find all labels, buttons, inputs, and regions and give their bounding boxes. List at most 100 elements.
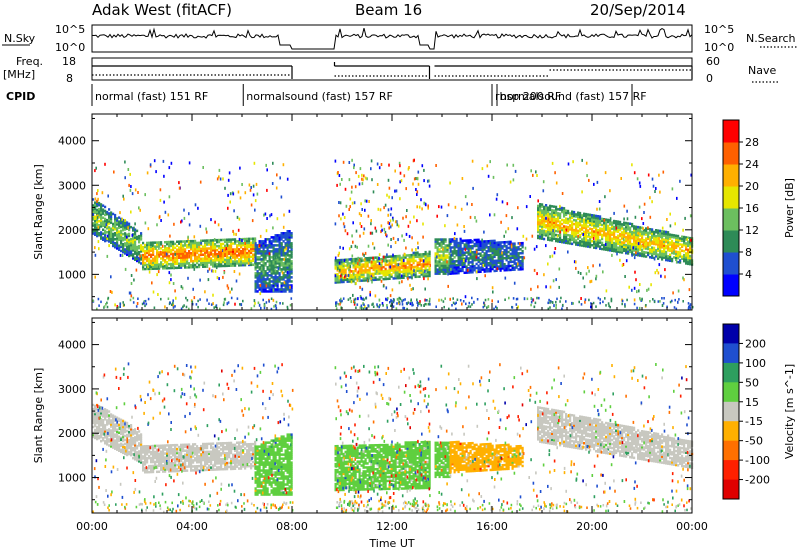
heatmap-cell	[371, 159, 373, 162]
heatmap-cell	[545, 230, 547, 233]
heatmap-cell	[485, 299, 487, 302]
heatmap-cell	[219, 169, 221, 172]
heatmap-cell	[283, 246, 285, 249]
heatmap-cell	[246, 252, 248, 255]
heatmap-cell	[176, 249, 178, 252]
heatmap-cell	[635, 216, 637, 219]
heatmap-cell	[351, 159, 353, 162]
heatmap-cell	[420, 259, 422, 262]
heatmap-cell	[164, 245, 166, 248]
heatmap-cell	[645, 304, 647, 307]
heatmap-cell	[407, 277, 409, 280]
heatmap-cell	[502, 245, 504, 248]
heatmap-cell	[555, 238, 557, 241]
heatmap-cell	[356, 276, 358, 279]
heatmap-cell	[605, 232, 607, 235]
heatmap-cell	[415, 188, 417, 191]
heatmap-cell	[347, 258, 349, 261]
heatmap-cell	[192, 288, 194, 291]
heatmap-cell	[471, 303, 473, 306]
heatmap-cell	[96, 209, 98, 212]
heatmap-cell	[277, 248, 279, 251]
heatmap-cell	[674, 299, 676, 302]
heatmap-cell	[337, 259, 339, 262]
heatmap-cell	[436, 255, 438, 258]
heatmap-cell	[508, 241, 510, 244]
heatmap-cell	[241, 183, 243, 186]
heatmap-cell	[552, 162, 554, 165]
heatmap-cell	[661, 297, 663, 300]
heatmap-cell	[133, 279, 135, 282]
heatmap-cell	[227, 194, 229, 197]
heatmap-cell	[181, 285, 183, 288]
heatmap-cell	[423, 169, 425, 172]
heatmap-cell	[242, 300, 244, 303]
heatmap-cell	[169, 281, 171, 284]
heatmap-cell	[591, 240, 593, 243]
heatmap-cell	[669, 233, 671, 236]
heatmap-cell	[248, 238, 250, 241]
heatmap-cell	[682, 277, 684, 280]
heatmap-cell	[647, 232, 649, 235]
heatmap-cell	[452, 246, 454, 249]
heatmap-cell	[388, 227, 390, 230]
heatmap-cell	[659, 300, 661, 303]
heatmap-cell	[386, 306, 388, 309]
heatmap-cell	[291, 284, 293, 287]
heatmap-cell	[437, 238, 439, 241]
heatmap-cell	[335, 257, 337, 260]
heatmap-cell	[543, 189, 545, 192]
heatmap-cell	[173, 282, 175, 285]
heatmap-cell	[353, 258, 355, 261]
heatmap-cell	[526, 238, 528, 241]
heatmap-cell	[478, 265, 480, 268]
heatmap-cell	[372, 232, 374, 235]
heatmap-cell	[122, 233, 124, 236]
heatmap-cell	[449, 298, 451, 301]
heatmap-cell	[368, 200, 370, 203]
heatmap-cell	[671, 234, 673, 237]
heatmap-cell	[667, 231, 669, 234]
heatmap-cell	[419, 303, 421, 306]
heatmap-cell	[169, 302, 171, 305]
heatmap-cell	[160, 219, 162, 222]
heatmap-cell	[625, 222, 627, 225]
heatmap-cell	[367, 304, 369, 307]
heatmap-cell	[512, 265, 514, 268]
heatmap-cell	[411, 254, 413, 257]
heatmap-cell	[267, 266, 269, 269]
heatmap-cell	[634, 287, 636, 290]
heatmap-cell	[664, 275, 666, 278]
heatmap-cell	[236, 240, 238, 243]
heatmap-cell	[669, 213, 671, 216]
heatmap-cell	[154, 307, 156, 310]
heatmap-cell	[619, 221, 621, 224]
heatmap-cell	[539, 229, 541, 232]
heatmap-cell	[486, 250, 488, 253]
heatmap-cell	[352, 294, 354, 297]
heatmap-cell	[147, 171, 149, 174]
heatmap-cell	[250, 256, 252, 259]
heatmap-cell	[435, 260, 437, 263]
heatmap-cell	[207, 270, 209, 273]
heatmap-cell	[200, 258, 202, 261]
heatmap-cell	[663, 297, 665, 300]
heatmap-cell	[417, 246, 419, 249]
heatmap-cell	[466, 255, 468, 257]
heatmap-cell	[620, 177, 622, 180]
heatmap-cell	[102, 221, 104, 224]
heatmap-cell	[429, 267, 431, 270]
heatmap-cell	[555, 304, 557, 307]
heatmap-cell	[500, 221, 502, 224]
heatmap-cell	[291, 297, 293, 300]
heatmap-cell	[291, 242, 293, 245]
heatmap-cell	[587, 266, 589, 269]
heatmap-cell	[488, 175, 490, 178]
heatmap-cell	[575, 219, 577, 222]
heatmap-cell	[555, 307, 557, 310]
heatmap-cell	[611, 231, 613, 234]
heatmap-cell	[345, 188, 347, 191]
heatmap-cell	[337, 273, 339, 276]
heatmap-cell	[200, 181, 202, 184]
heatmap-cell	[394, 170, 396, 173]
